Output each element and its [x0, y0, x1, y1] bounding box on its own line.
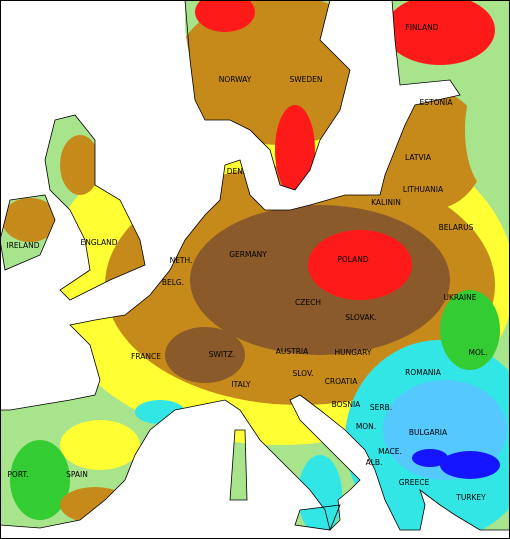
- country-label: BELG.: [162, 278, 184, 287]
- country-label: NORWAY: [219, 75, 252, 84]
- country-label: LATVIA: [405, 153, 432, 162]
- country-label: SPAIN: [66, 470, 88, 479]
- country-label: SLOVAK.: [345, 313, 377, 322]
- country-label: SERB.: [370, 403, 392, 412]
- country-label: ENGLAND: [80, 238, 117, 247]
- country-label: HUNGARY: [335, 348, 372, 357]
- country-label: CZECH: [295, 298, 321, 307]
- country-label: AUSTRIA: [276, 347, 309, 356]
- country-label: FINLAND: [405, 23, 438, 32]
- country-label: PORT.: [7, 470, 28, 479]
- country-label: SWITZ.: [209, 350, 236, 359]
- country-label: POLAND: [337, 255, 369, 264]
- country-label: DEN.: [227, 167, 246, 176]
- country-label: MON.: [356, 422, 376, 431]
- country-label: BOSNIA: [332, 400, 361, 409]
- country-label: MACE.: [378, 447, 402, 456]
- country-label: GERMANY: [229, 250, 267, 259]
- country-label: UKRAINE: [443, 293, 476, 302]
- country-label: ALB.: [366, 458, 383, 467]
- country-label: SLOV.: [293, 369, 314, 378]
- country-label: GREECE: [399, 478, 430, 487]
- country-label: SWEDEN: [289, 75, 322, 84]
- country-label: ROMANIA: [405, 368, 442, 377]
- country-label: TURKEY: [455, 493, 486, 502]
- country-label: ESTONIA: [420, 98, 454, 107]
- country-label: BULGARIA: [409, 428, 448, 437]
- country-label: KALININ: [371, 198, 401, 207]
- country-label: FRANCE: [131, 352, 161, 361]
- country-label: LITHUANIA: [403, 185, 444, 194]
- country-label: NETH.: [170, 256, 193, 265]
- country-labels: NORWAY SWEDEN FINLAND ESTONIA LATVIA LIT…: [6, 23, 487, 502]
- country-label: BELARUS: [439, 223, 474, 232]
- country-label: ITALY: [231, 380, 251, 389]
- country-label: MOL.: [469, 348, 488, 357]
- country-label: IRELAND: [6, 241, 39, 250]
- country-label: CROATIA: [325, 377, 359, 386]
